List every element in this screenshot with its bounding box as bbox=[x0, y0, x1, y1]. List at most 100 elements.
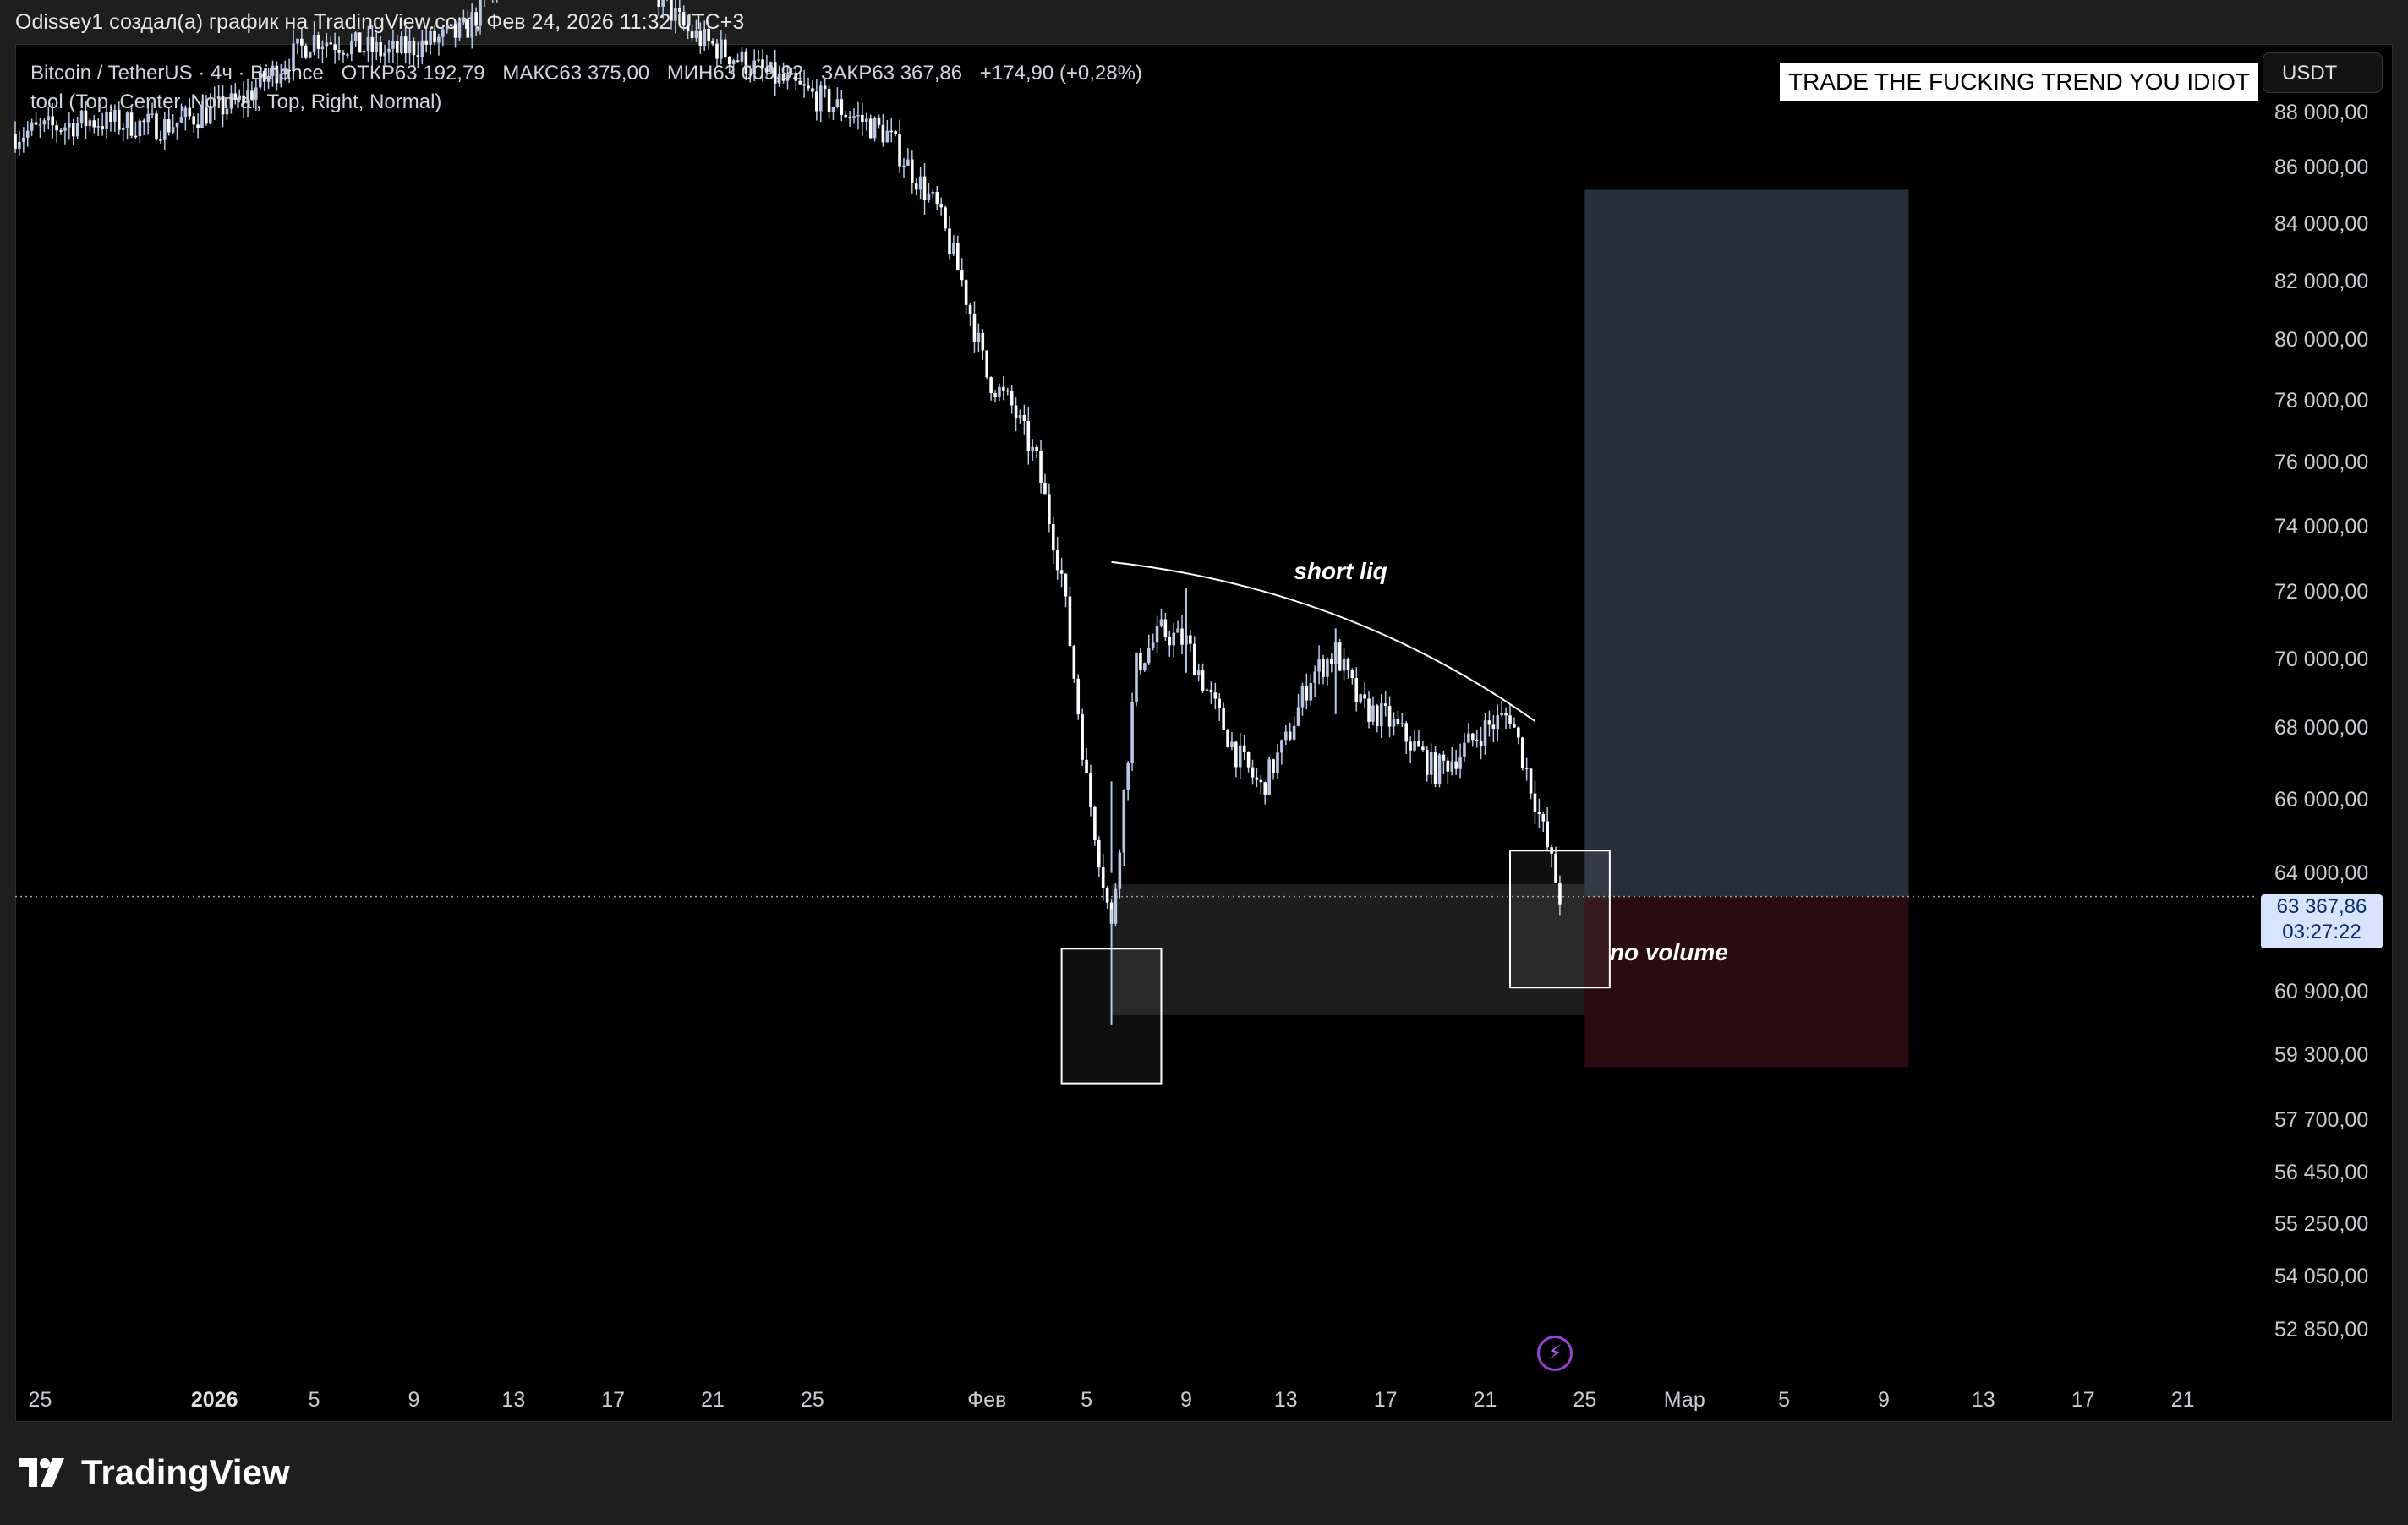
candle-body bbox=[68, 123, 71, 128]
candle-body bbox=[250, 90, 254, 100]
candle-body bbox=[416, 54, 420, 57]
candle-body bbox=[1437, 754, 1442, 784]
candle-body bbox=[300, 38, 304, 46]
candle-body bbox=[731, 60, 736, 65]
candle-body bbox=[1155, 625, 1159, 643]
currency-button[interactable]: USDT bbox=[2263, 52, 2383, 93]
candle-body bbox=[873, 118, 877, 139]
candle-body bbox=[38, 124, 42, 126]
candle-body bbox=[399, 36, 403, 53]
candle-body bbox=[308, 52, 312, 58]
candle-body bbox=[1246, 752, 1251, 768]
candle-body bbox=[96, 126, 101, 128]
candle-body bbox=[998, 386, 1001, 397]
price-tick-label: 72 000,00 bbox=[2274, 579, 2369, 604]
chart-frame[interactable] bbox=[15, 44, 2393, 1422]
tradingview-logo[interactable]: TradingView bbox=[19, 1452, 290, 1493]
candle-body bbox=[30, 122, 34, 131]
candle-body bbox=[51, 116, 54, 126]
candle-body bbox=[117, 110, 121, 130]
candle-body bbox=[844, 114, 848, 118]
candle-body bbox=[1475, 740, 1479, 741]
candle-body bbox=[864, 118, 868, 123]
candle-body bbox=[827, 88, 831, 112]
candle-body bbox=[823, 85, 827, 89]
candle-body bbox=[163, 119, 167, 140]
date-tick-label: 9 bbox=[1878, 1388, 1890, 1412]
candle-body bbox=[403, 36, 408, 54]
candle-body bbox=[1296, 707, 1300, 726]
candle-body bbox=[1192, 643, 1196, 675]
candle-body bbox=[113, 110, 117, 123]
candle-body bbox=[1081, 714, 1084, 760]
candle-body bbox=[1359, 694, 1362, 702]
candle-body bbox=[989, 377, 993, 393]
candle-body bbox=[396, 41, 399, 53]
candle-body bbox=[1130, 702, 1134, 762]
candle-body bbox=[25, 130, 30, 138]
candle-body bbox=[200, 107, 204, 128]
candle-body bbox=[1363, 694, 1366, 699]
candle-body bbox=[698, 30, 703, 46]
candle-body bbox=[1292, 725, 1296, 740]
price-tick-label: 52 850,00 bbox=[2274, 1318, 2369, 1342]
no-volume-annotation[interactable]: no volume bbox=[1609, 939, 1728, 966]
date-tick-label: 17 bbox=[1373, 1388, 1398, 1412]
candle-body bbox=[922, 176, 927, 200]
candle-body bbox=[1429, 752, 1433, 775]
legend-indicator[interactable]: tool (Top, Center, Normal, Top, Right, N… bbox=[30, 90, 442, 113]
candle-body bbox=[1541, 814, 1546, 822]
candle-body bbox=[1554, 853, 1557, 883]
price-tick-label: 59 300,00 bbox=[2274, 1043, 2369, 1068]
candle-body bbox=[134, 135, 138, 138]
last-price-label: 63 367,86 03:27:22 bbox=[2261, 894, 2383, 948]
price-tick-label: 60 900,00 bbox=[2274, 979, 2369, 1003]
candle-body bbox=[1517, 727, 1520, 738]
candle-body bbox=[362, 51, 366, 53]
short-liq-annotation[interactable]: short liq bbox=[1294, 558, 1387, 585]
chart-text-banner[interactable]: TRADE THE FUCKING TREND YOU IDIOT bbox=[1779, 63, 2260, 101]
candle-body bbox=[773, 62, 777, 84]
candle-body bbox=[711, 41, 714, 44]
candle-body bbox=[1487, 720, 1491, 725]
lightning-icon[interactable]: ⚡ bbox=[1537, 1336, 1573, 1371]
candle-body bbox=[138, 120, 142, 137]
candle-body bbox=[1234, 741, 1238, 768]
candle-body bbox=[1043, 482, 1047, 495]
candle-body bbox=[1163, 619, 1168, 637]
candle-body bbox=[1524, 768, 1529, 769]
price-tick-label: 80 000,00 bbox=[2274, 328, 2369, 353]
candle-body bbox=[1209, 689, 1213, 693]
candle-body bbox=[761, 59, 764, 69]
candle-body bbox=[412, 41, 416, 55]
candle-body bbox=[1263, 782, 1267, 795]
date-tick-label: Фев bbox=[967, 1388, 1007, 1412]
candle-body bbox=[1330, 659, 1333, 664]
candle-body bbox=[1371, 705, 1375, 722]
candle-body bbox=[1309, 683, 1313, 701]
tradingview-logo-text: TradingView bbox=[81, 1452, 290, 1492]
candle-body bbox=[831, 107, 835, 112]
candle-body bbox=[383, 52, 386, 57]
date-tick-label: Мар bbox=[1663, 1388, 1705, 1412]
candle-body bbox=[956, 243, 960, 271]
candle-body bbox=[316, 35, 320, 50]
candle-body bbox=[1483, 720, 1487, 746]
candle-body bbox=[433, 30, 436, 43]
candle-body bbox=[1101, 867, 1105, 888]
candle-body bbox=[1159, 619, 1163, 626]
candle-body bbox=[1005, 390, 1010, 392]
legend-symbol[interactable]: Bitcoin / TetherUS · 4ч · Binance bbox=[30, 62, 324, 85]
candle-body bbox=[449, 24, 453, 27]
candle-body bbox=[424, 40, 428, 45]
candle-body bbox=[171, 127, 175, 133]
date-tick-label: 5 bbox=[1778, 1388, 1791, 1412]
candle-body bbox=[1168, 637, 1172, 646]
candle-body bbox=[229, 93, 233, 109]
candle-body bbox=[1002, 386, 1005, 391]
candle-body bbox=[1338, 642, 1342, 671]
candle-body bbox=[1147, 648, 1151, 664]
candle-body bbox=[34, 122, 38, 125]
date-tick-label: 5 bbox=[308, 1388, 320, 1412]
